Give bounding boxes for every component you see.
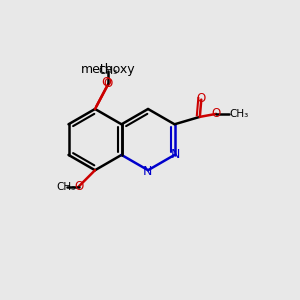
Text: N: N xyxy=(142,165,152,178)
Text: methoxy: methoxy xyxy=(81,63,136,76)
Text: CH₃: CH₃ xyxy=(56,182,76,192)
Text: O: O xyxy=(103,77,113,90)
Text: O: O xyxy=(101,76,111,89)
Text: O: O xyxy=(197,92,206,105)
Text: CH₃: CH₃ xyxy=(99,66,118,76)
Text: O: O xyxy=(74,180,83,193)
Text: CH₃: CH₃ xyxy=(230,109,249,119)
Text: O: O xyxy=(212,107,221,120)
Text: N: N xyxy=(171,148,180,160)
